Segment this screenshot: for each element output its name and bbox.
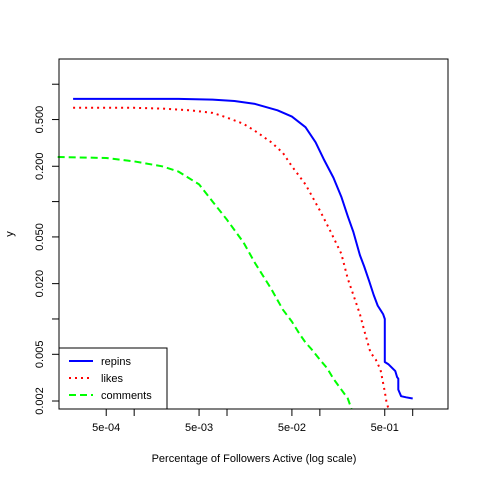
- legend-label-repins: repins: [101, 356, 131, 368]
- x-tick-label: 5e-04: [92, 422, 120, 434]
- y-tick-label: 0.002: [34, 387, 46, 415]
- series-line-repins: [73, 97, 413, 400]
- x-tick-label: 5e-03: [185, 422, 213, 434]
- x-axis: 5e-04 5e-03 5e-02 5e-01: [92, 408, 414, 434]
- y-axis: 0.002 0.005 0.020 0.050 0.200 0.500: [34, 83, 60, 415]
- legend-label-comments: comments: [101, 390, 152, 402]
- legend: repins likes comments: [58, 347, 168, 410]
- x-tick-label: 5e-02: [278, 422, 306, 434]
- y-tick-label: 0.050: [34, 223, 46, 251]
- y-axis-label: y: [4, 231, 16, 237]
- y-tick-label: 0.005: [34, 341, 46, 369]
- y-tick-label: 0.200: [34, 152, 46, 180]
- x-tick-label: 5e-01: [371, 422, 399, 434]
- series-line-comments: [57, 156, 353, 410]
- legend-label-likes: likes: [101, 373, 124, 385]
- y-tick-label: 0.500: [34, 106, 46, 134]
- series-line-likes: [73, 106, 390, 410]
- plot-area: [57, 97, 413, 410]
- y-tick-label: 0.020: [34, 270, 46, 298]
- x-axis-label: Percentage of Followers Active (log scal…: [152, 453, 357, 465]
